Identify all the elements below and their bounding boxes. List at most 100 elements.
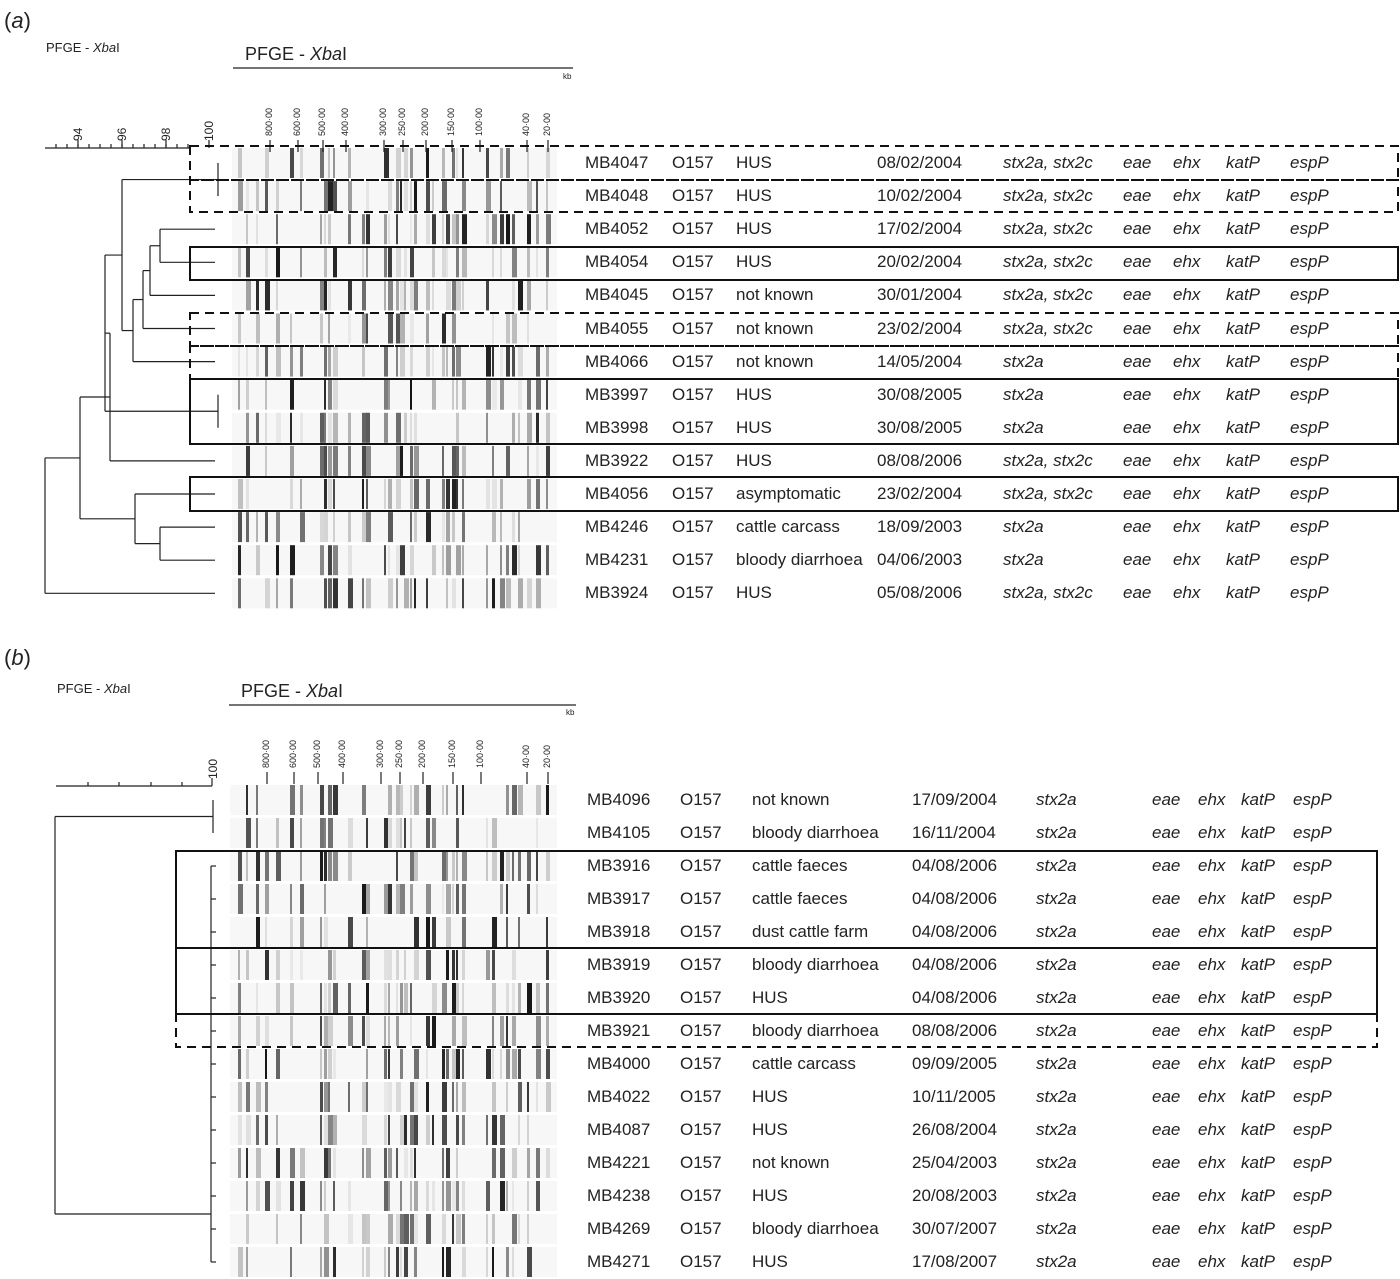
gel-band	[506, 1049, 510, 1079]
gel-band	[324, 181, 329, 212]
gel-band	[276, 412, 281, 443]
gel-band	[404, 280, 406, 311]
gel-band	[384, 280, 386, 311]
gel-band	[388, 479, 392, 509]
gel-band	[320, 1181, 322, 1211]
gel-band	[426, 181, 430, 212]
gel-band	[366, 479, 368, 509]
gel-lane	[232, 280, 557, 311]
gel-band	[546, 247, 549, 278]
gel-band	[410, 512, 412, 543]
gel-band	[328, 280, 331, 311]
gel-band	[486, 545, 488, 576]
gel-band	[246, 214, 248, 245]
gel-band	[246, 512, 249, 543]
gel-band	[320, 280, 324, 311]
row-stx: stx2a	[1036, 790, 1077, 809]
gel-band	[410, 379, 412, 410]
row-eae: eae	[1123, 186, 1152, 206]
gel-band	[348, 818, 353, 848]
panel-a-unit: kb	[563, 72, 572, 81]
row-ehx: ehx	[1173, 384, 1201, 404]
gel-band	[442, 851, 447, 881]
gel-lane	[230, 818, 557, 848]
panel-b-similarity-title: PFGE - XbaI	[57, 681, 131, 696]
row-eae: eae	[1123, 219, 1152, 239]
gel-band	[348, 412, 351, 443]
gel-band	[452, 445, 457, 476]
gel-band	[333, 1115, 337, 1145]
gel-band	[486, 379, 491, 410]
gel-band	[362, 1115, 367, 1145]
gel-band	[500, 1181, 505, 1211]
size-tick-text: 200·00	[420, 107, 430, 136]
gel-band	[300, 479, 302, 509]
gel-band	[452, 1016, 456, 1046]
row-ehx: ehx	[1198, 1021, 1226, 1040]
gel-band	[486, 148, 489, 178]
gel-band	[388, 950, 392, 980]
gel-band	[500, 1049, 502, 1079]
gel-lane	[230, 983, 557, 1013]
gel-band	[265, 1181, 270, 1211]
row-date: 04/08/2006	[912, 955, 998, 974]
gel-band	[256, 818, 258, 848]
row-eae: eae	[1152, 955, 1181, 974]
row-source: not known	[752, 1153, 830, 1172]
gel-band	[400, 818, 402, 848]
row-serotype: O157	[672, 252, 714, 272]
size-tick-text: 150·00	[447, 739, 457, 768]
panel-a-similarity-title: PFGE - XbaI	[46, 40, 120, 55]
gel-band	[256, 181, 259, 212]
gel-band	[320, 214, 322, 245]
gel-band	[414, 785, 419, 815]
size-tick-text: 400·00	[337, 739, 347, 768]
gel-band	[452, 512, 455, 543]
size-tick-label: 250·00	[394, 740, 404, 768]
gel-band	[404, 983, 408, 1013]
size-tick-label: 800·00	[264, 108, 274, 136]
gel-band	[426, 1214, 431, 1244]
row-stx: stx2a, stx2c	[1003, 219, 1093, 239]
gel-band	[546, 950, 549, 980]
gel-band	[333, 578, 338, 609]
gel-band	[366, 512, 371, 543]
gel-band	[442, 1214, 446, 1244]
gel-band	[300, 247, 302, 278]
gel-band	[256, 1115, 259, 1145]
gel-band	[333, 247, 337, 278]
gel-band	[265, 917, 267, 947]
enzyme-suffix: I	[342, 44, 348, 64]
gel-band	[432, 1016, 436, 1046]
row-espp: espP	[1293, 988, 1332, 1007]
gel-band	[446, 214, 450, 245]
gel-band	[462, 214, 467, 245]
panel-b-letter: b	[11, 645, 24, 670]
row-espp: espP	[1290, 318, 1329, 338]
gel-band	[456, 412, 459, 443]
gel-band	[328, 1148, 331, 1178]
gel-band	[290, 1016, 293, 1046]
gel-band	[506, 1247, 509, 1277]
gel-band	[276, 1115, 278, 1145]
gel-band	[446, 247, 448, 278]
size-tick-label: 400·00	[337, 740, 347, 768]
gel-band	[452, 148, 455, 178]
gel-band	[328, 851, 332, 881]
gel-band	[396, 1016, 399, 1046]
gel-band	[500, 379, 504, 410]
gel-band	[300, 148, 303, 178]
gel-band	[238, 379, 240, 410]
row-source: HUS	[736, 219, 772, 239]
gel-band	[506, 578, 511, 609]
gel-band	[400, 1214, 405, 1244]
row-ehx: ehx	[1198, 1252, 1226, 1271]
gel-band	[300, 1148, 305, 1178]
row-stx: stx2a	[1003, 417, 1044, 437]
gel-band	[426, 346, 430, 377]
gel-lane	[232, 479, 557, 509]
size-tick-label: 200·00	[417, 740, 427, 768]
size-tick-label: 300·00	[375, 740, 385, 768]
gel-band	[527, 412, 532, 443]
gel-band	[328, 545, 332, 576]
